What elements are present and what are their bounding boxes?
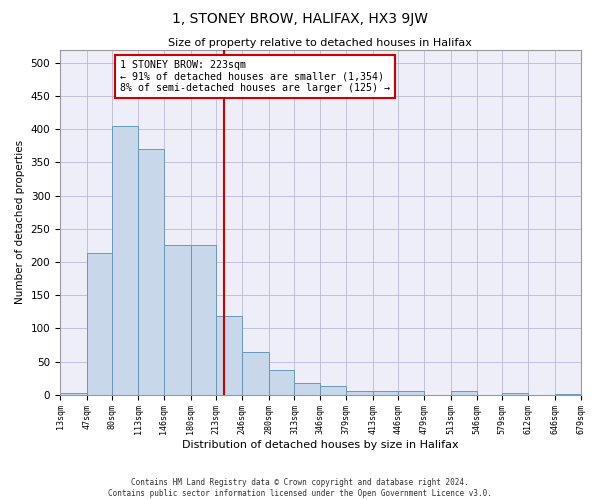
Text: Contains HM Land Registry data © Crown copyright and database right 2024.
Contai: Contains HM Land Registry data © Crown c… bbox=[108, 478, 492, 498]
Text: 1 STONEY BROW: 223sqm
← 91% of detached houses are smaller (1,354)
8% of semi-de: 1 STONEY BROW: 223sqm ← 91% of detached … bbox=[120, 60, 390, 93]
Bar bbox=[269, 370, 295, 394]
Y-axis label: Number of detached properties: Number of detached properties bbox=[15, 140, 25, 304]
Bar bbox=[398, 392, 424, 394]
Bar bbox=[373, 392, 398, 394]
Bar bbox=[320, 386, 346, 394]
Bar bbox=[164, 245, 191, 394]
Bar bbox=[295, 383, 320, 394]
Bar bbox=[191, 245, 217, 394]
Text: 1, STONEY BROW, HALIFAX, HX3 9JW: 1, STONEY BROW, HALIFAX, HX3 9JW bbox=[172, 12, 428, 26]
Title: Size of property relative to detached houses in Halifax: Size of property relative to detached ho… bbox=[169, 38, 472, 48]
Bar bbox=[242, 352, 269, 395]
X-axis label: Distribution of detached houses by size in Halifax: Distribution of detached houses by size … bbox=[182, 440, 458, 450]
Bar bbox=[86, 252, 112, 394]
Bar bbox=[217, 316, 242, 394]
Bar bbox=[451, 390, 476, 394]
Bar bbox=[346, 390, 373, 394]
Bar bbox=[138, 149, 164, 394]
Bar bbox=[112, 126, 138, 394]
